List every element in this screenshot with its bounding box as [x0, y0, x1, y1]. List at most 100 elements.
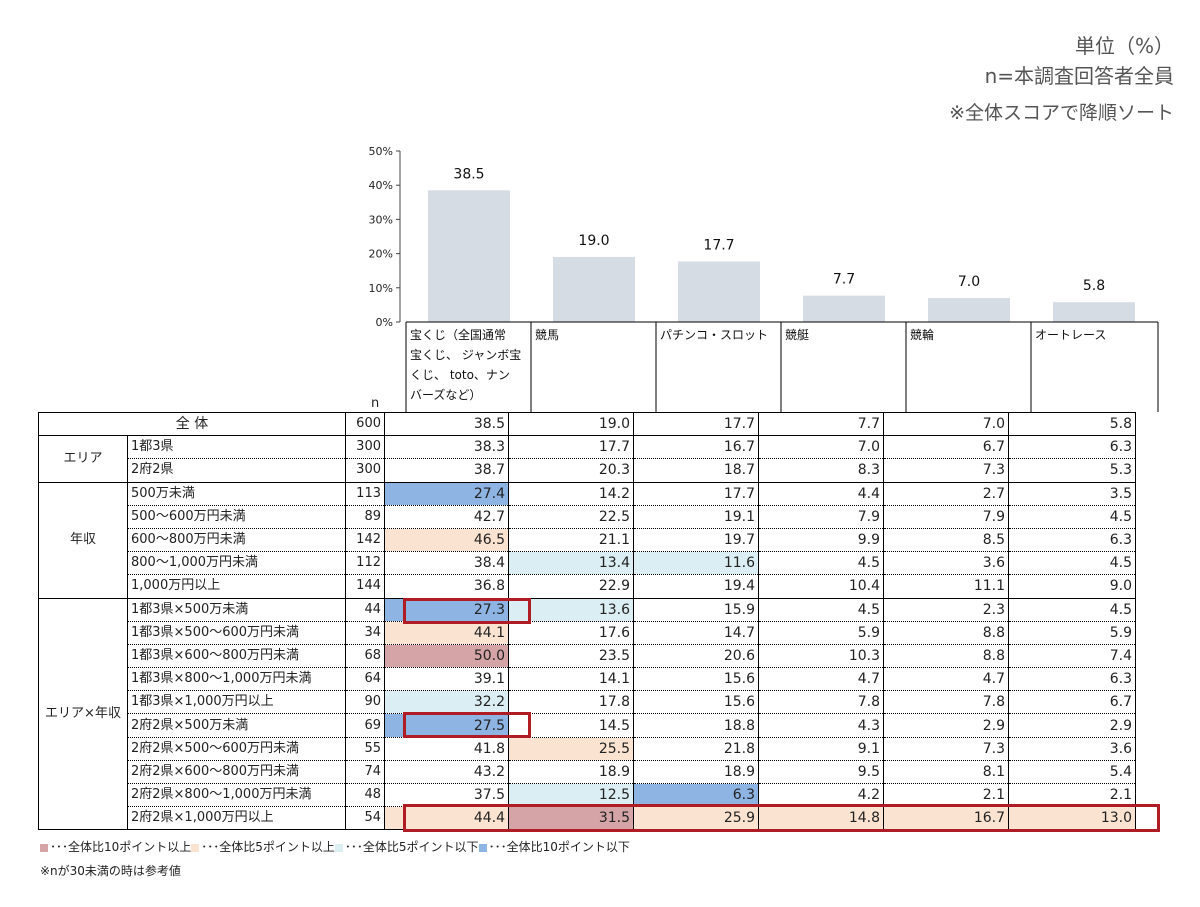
bar-value-label: 19.0 — [578, 233, 609, 249]
table-row: 1都3県×800～1,000万円未満 64 39.1 14.1 15.6 4.7 4.7 6.… — [39, 667, 1136, 692]
column-header-label: バーズなど） — [410, 387, 481, 402]
value-cell: 4.3 — [758, 713, 884, 738]
group-label: 年収 — [38, 482, 128, 599]
legend-swatch — [478, 843, 487, 852]
value-cell: 4.5 — [758, 551, 884, 576]
value-cell: 4.4 — [758, 482, 884, 506]
value-cell: 18.7 — [633, 458, 759, 483]
table-row-total: 全 体 600 38.5 19.0 17.7 7.7 7.0 5.8 — [38, 411, 1136, 437]
value-cell: 17.7 — [633, 411, 759, 437]
value-cell: 8.5 — [883, 528, 1009, 553]
row-label: 2府2県×500～600万円未満 — [127, 737, 346, 761]
value-cell: 16.7 — [883, 806, 1009, 831]
n-cell: 89 — [345, 505, 385, 529]
value-cell: 7.8 — [758, 690, 884, 715]
sample-label: n=本調査回答者全員 — [984, 64, 1174, 88]
value-cell: 2.7 — [883, 482, 1009, 506]
n-cell: 112 — [345, 551, 385, 576]
value-cell: 4.7 — [758, 667, 884, 692]
value-cell: 7.9 — [883, 505, 1009, 529]
value-cell: 10.3 — [758, 644, 884, 669]
row-label: 1都3県×1,000万円以上 — [127, 690, 346, 715]
row-label: 2府2県 — [127, 458, 346, 483]
bar-chart: 0% 10% 20% 30% 40% 50% 38.5 19.0 17.7 7.7 7.0 5.8 n 宝… — [369, 145, 1159, 412]
value-cell: 8.8 — [883, 644, 1009, 669]
legend-text: ･･･全体比10ポイント以下 — [488, 840, 630, 854]
value-cell: 20.6 — [633, 644, 759, 669]
value-cell: 4.5 — [758, 598, 884, 622]
n-cell: 90 — [345, 690, 385, 715]
bar-1 — [553, 257, 635, 322]
value-cell: 19.0 — [508, 411, 634, 437]
value-cell: 19.7 — [633, 528, 759, 553]
value-cell: 4.7 — [883, 667, 1009, 692]
value-cell: 46.5 — [384, 528, 509, 553]
n-cell: 68 — [345, 644, 385, 669]
row-label: 1都3県×500万未満 — [127, 598, 346, 622]
value-cell: 50.0 — [384, 644, 509, 669]
n-cell: 300 — [345, 435, 385, 460]
row-label: 500～600万円未満 — [127, 505, 346, 529]
value-cell: 7.7 — [758, 411, 884, 437]
y-tick-label: 30% — [369, 213, 393, 226]
value-cell: 32.2 — [384, 690, 509, 715]
value-cell: 19.4 — [633, 574, 759, 599]
value-cell: 6.3 — [1008, 667, 1136, 692]
legend-swatch — [191, 843, 200, 852]
value-cell: 38.3 — [384, 435, 509, 460]
value-cell: 15.6 — [633, 690, 759, 715]
value-cell: 14.7 — [633, 621, 759, 645]
n-cell: 34 — [345, 621, 385, 645]
value-cell: 7.4 — [1008, 644, 1136, 669]
y-tick-label: 10% — [369, 282, 393, 295]
value-cell: 17.7 — [633, 482, 759, 506]
sort-note: ※全体スコアで降順ソート — [949, 102, 1174, 124]
n-cell: 300 — [345, 458, 385, 483]
value-cell: 44.1 — [384, 621, 509, 645]
n-column-header: n — [371, 396, 379, 411]
value-cell: 9.5 — [758, 760, 884, 785]
value-cell: 10.4 — [758, 574, 884, 599]
value-cell: 16.7 — [633, 435, 759, 460]
value-cell: 18.9 — [508, 760, 634, 785]
footnote: ※nが30未満の時は参考値 — [40, 864, 181, 878]
n-cell: 142 — [345, 528, 385, 553]
y-tick-label: 40% — [369, 179, 393, 192]
y-tick-label: 0% — [376, 316, 393, 329]
value-cell: 7.9 — [758, 505, 884, 529]
row-label: 2府2県×600～800万円未満 — [127, 760, 346, 785]
value-cell: 5.9 — [758, 621, 884, 645]
value-cell: 17.6 — [508, 621, 634, 645]
value-cell: 6.3 — [633, 783, 759, 808]
column-header-label: 宝くじ（全国通常 — [410, 327, 506, 342]
bar-5 — [1053, 302, 1135, 322]
legend-text: ･･･全体比5ポイント以下 — [344, 840, 479, 854]
bar-value-label: 7.7 — [833, 272, 855, 288]
row-label: 1都3県×600～800万円未満 — [127, 644, 346, 669]
bar-value-label: 5.8 — [1083, 278, 1105, 294]
value-cell: 23.5 — [508, 644, 634, 669]
value-cell: 9.1 — [758, 737, 884, 761]
table-row: エリア 1都3県 300 38.3 17.7 16.7 7.0 6.7 6.3 — [38, 435, 1136, 483]
row-label: 1都3県×500～600万円未満 — [127, 621, 346, 645]
value-cell: 2.3 — [883, 598, 1009, 622]
value-cell: 42.7 — [384, 505, 509, 529]
n-cell: 69 — [345, 713, 385, 738]
value-cell: 44.4 — [384, 806, 509, 831]
legend: ･･･全体比10ポイント以上 ･･･全体比5ポイント以上 ･･･全体比5ポイント以下… — [40, 838, 630, 855]
value-cell: 6.7 — [1008, 690, 1136, 715]
unit-label: 単位（%） — [1074, 34, 1174, 58]
n-cell: 600 — [345, 411, 385, 437]
value-cell: 14.2 — [508, 482, 634, 506]
column-header-label: くじ、 toto、ナン — [410, 368, 510, 382]
value-cell: 38.5 — [384, 411, 509, 437]
value-cell: 14.1 — [508, 667, 634, 692]
value-cell: 8.8 — [883, 621, 1009, 645]
table-row: 800～1,000万円未満 112 38.4 13.4 11.6 4.5 3.6 4.5 — [39, 551, 1136, 576]
table-row: 2府2県×500万未満 69 27.5 14.5 18.8 4.3 2.9 2.9 — [39, 713, 1136, 738]
column-header-label: 競艇 — [785, 327, 809, 342]
value-cell: 41.8 — [384, 737, 509, 761]
legend-text: ･･･全体比10ポイント以上 — [50, 840, 192, 854]
value-cell: 7.3 — [883, 737, 1009, 761]
value-cell: 5.9 — [1008, 621, 1136, 645]
